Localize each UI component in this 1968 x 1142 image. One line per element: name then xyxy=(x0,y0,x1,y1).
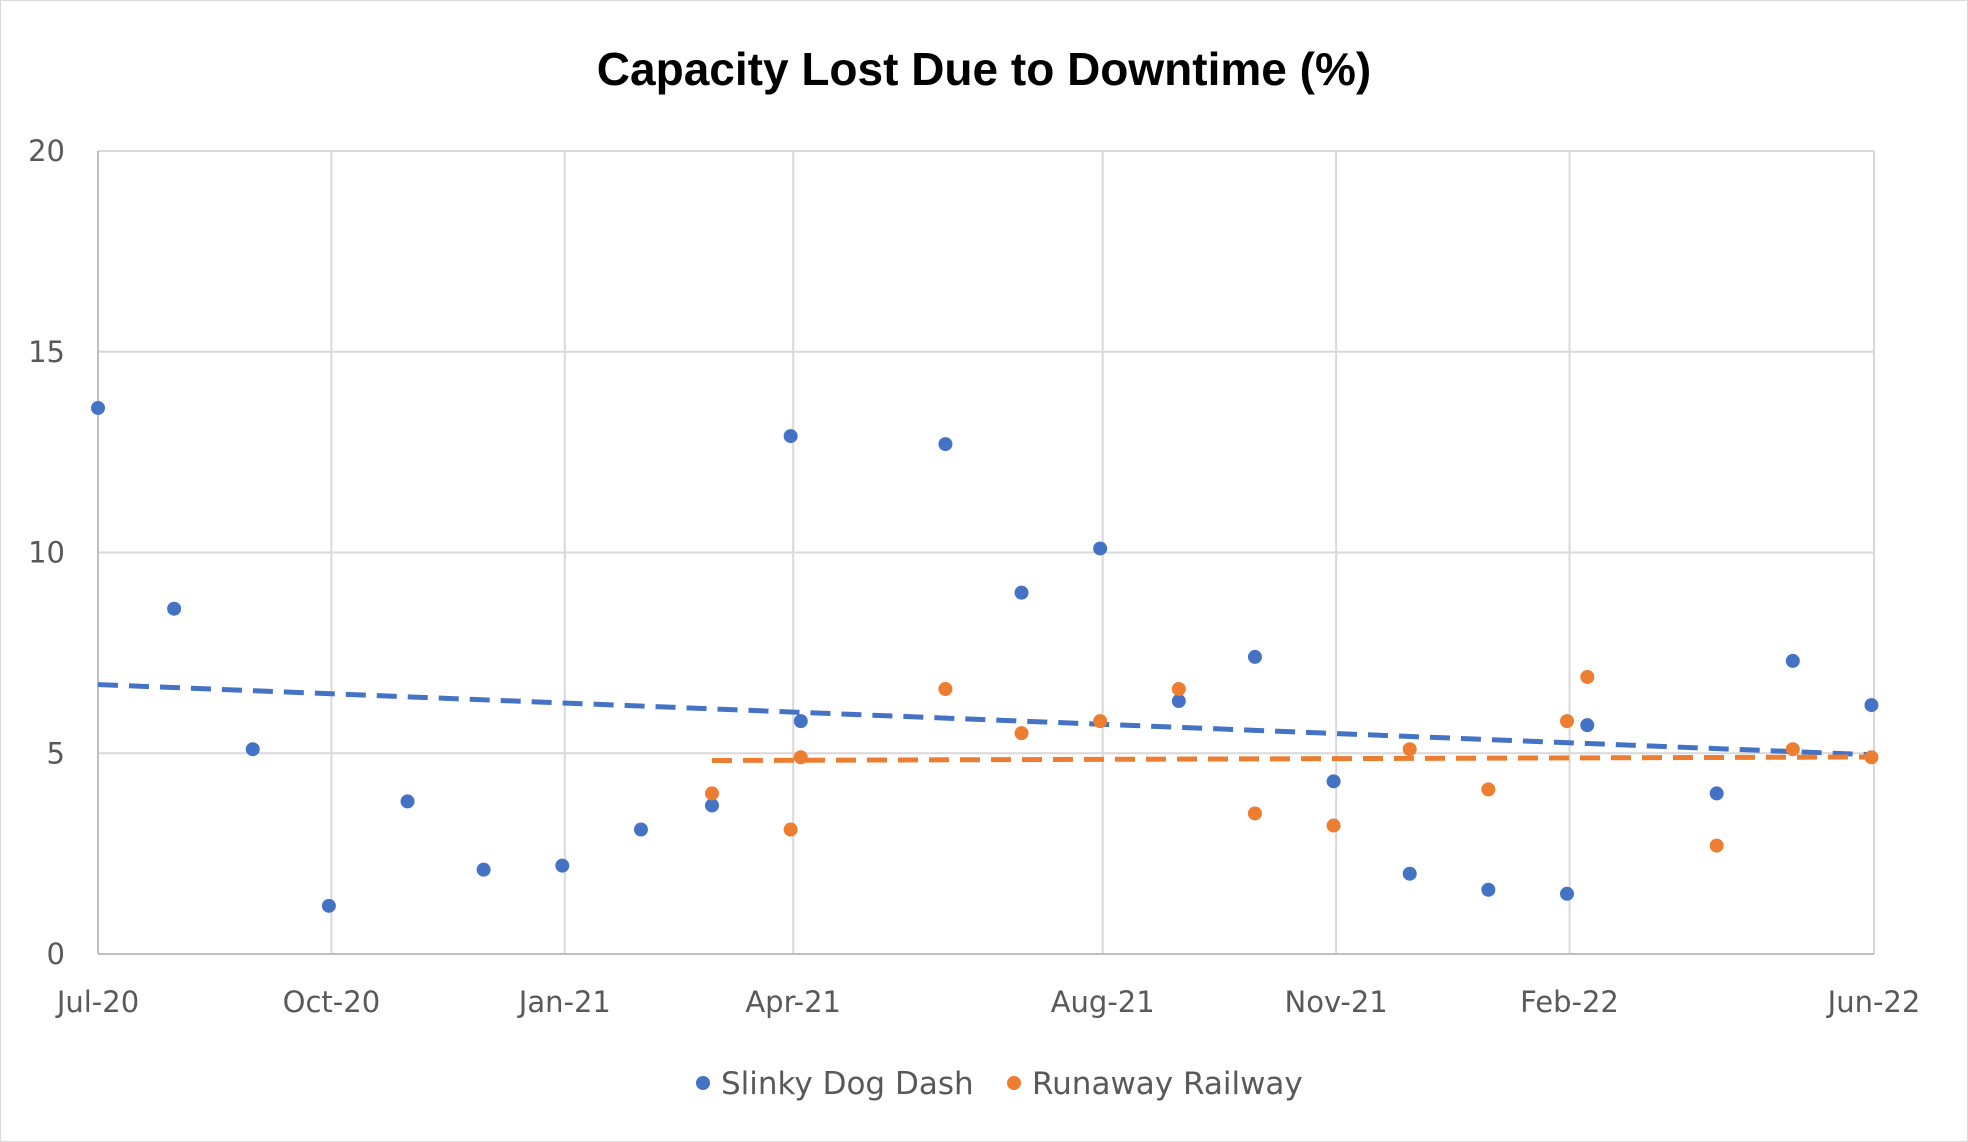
point-slinky-dog-dash xyxy=(245,742,260,757)
trendline-runaway-railway xyxy=(711,754,1872,764)
y-tick-label: 10 xyxy=(28,536,65,570)
point-slinky-dog-dash xyxy=(1014,585,1029,600)
legend-marker-runaway-railway xyxy=(1007,1076,1021,1090)
trendline-slinky-dog-dash xyxy=(97,682,1872,758)
point-slinky-dog-dash xyxy=(1864,698,1879,713)
gridlines xyxy=(98,150,1875,954)
y-tick-label: 5 xyxy=(47,736,65,770)
x-tick-label: Jul-20 xyxy=(55,985,139,1019)
point-slinky-dog-dash xyxy=(1093,541,1108,556)
legend-item-slinky-dog-dash: Slinky Dog Dash xyxy=(696,1066,974,1102)
x-tick-label: Nov-21 xyxy=(1285,985,1388,1019)
point-slinky-dog-dash xyxy=(1402,866,1417,881)
x-tick-label: Jan-21 xyxy=(517,985,611,1019)
point-slinky-dog-dash xyxy=(321,898,336,913)
point-slinky-dog-dash xyxy=(476,862,491,877)
point-runaway-railway xyxy=(1580,669,1595,684)
x-tick-label: Feb-22 xyxy=(1520,985,1619,1019)
point-slinky-dog-dash xyxy=(91,400,105,415)
point-runaway-railway xyxy=(938,682,953,697)
point-runaway-railway xyxy=(1560,714,1575,729)
point-runaway-railway xyxy=(1171,682,1186,697)
point-runaway-railway xyxy=(1785,742,1800,757)
point-runaway-railway xyxy=(704,786,719,801)
point-runaway-railway xyxy=(1014,726,1029,741)
x-tick-label: Oct-20 xyxy=(283,985,381,1019)
point-slinky-dog-dash xyxy=(1709,786,1724,801)
y-tick-label: 20 xyxy=(28,134,65,168)
y-tick-label: 15 xyxy=(28,335,65,369)
point-runaway-railway xyxy=(1093,714,1108,729)
legend-item-runaway-railway: Runaway Railway xyxy=(1007,1066,1303,1102)
point-runaway-railway xyxy=(783,822,798,837)
point-runaway-railway xyxy=(1247,806,1262,821)
point-slinky-dog-dash xyxy=(783,429,798,444)
point-runaway-railway xyxy=(1402,742,1417,757)
data-points xyxy=(91,400,1879,913)
x-tick-label: Aug-21 xyxy=(1051,985,1155,1019)
point-runaway-railway xyxy=(1326,818,1341,833)
point-slinky-dog-dash xyxy=(167,601,182,616)
point-runaway-railway xyxy=(1481,782,1496,797)
legend-label-slinky-dog-dash: Slinky Dog Dash xyxy=(721,1066,974,1102)
point-slinky-dog-dash xyxy=(1785,653,1800,668)
point-slinky-dog-dash xyxy=(1247,649,1262,664)
point-runaway-railway xyxy=(1864,750,1879,765)
trendlines xyxy=(97,682,1872,764)
legend-marker-slinky-dog-dash xyxy=(696,1076,710,1090)
axes: 0 5 10 15 20 Jul-20 Oct-20 Jan-21 Apr-21 Aug-21 No… xyxy=(28,134,1920,1019)
point-slinky-dog-dash xyxy=(633,822,648,837)
chart-title: Capacity Lost Due to Downtime (%) xyxy=(597,43,1371,95)
point-slinky-dog-dash xyxy=(1580,718,1595,733)
point-slinky-dog-dash xyxy=(1560,886,1575,901)
legend: Slinky Dog Dash Runaway Railway xyxy=(696,1066,1303,1102)
point-slinky-dog-dash xyxy=(704,798,719,813)
point-slinky-dog-dash xyxy=(555,858,570,873)
point-runaway-railway xyxy=(793,750,808,765)
legend-label-runaway-railway: Runaway Railway xyxy=(1032,1066,1303,1102)
point-slinky-dog-dash xyxy=(1171,694,1186,709)
y-tick-label: 0 xyxy=(47,937,65,971)
x-tick-label: Apr-21 xyxy=(745,985,841,1019)
point-slinky-dog-dash xyxy=(938,437,953,452)
point-slinky-dog-dash xyxy=(400,794,415,809)
point-slinky-dog-dash xyxy=(1326,774,1341,789)
x-tick-label: Jun-22 xyxy=(1826,985,1921,1019)
point-runaway-railway xyxy=(1709,838,1724,853)
point-slinky-dog-dash xyxy=(1481,882,1496,897)
point-slinky-dog-dash xyxy=(793,714,808,729)
